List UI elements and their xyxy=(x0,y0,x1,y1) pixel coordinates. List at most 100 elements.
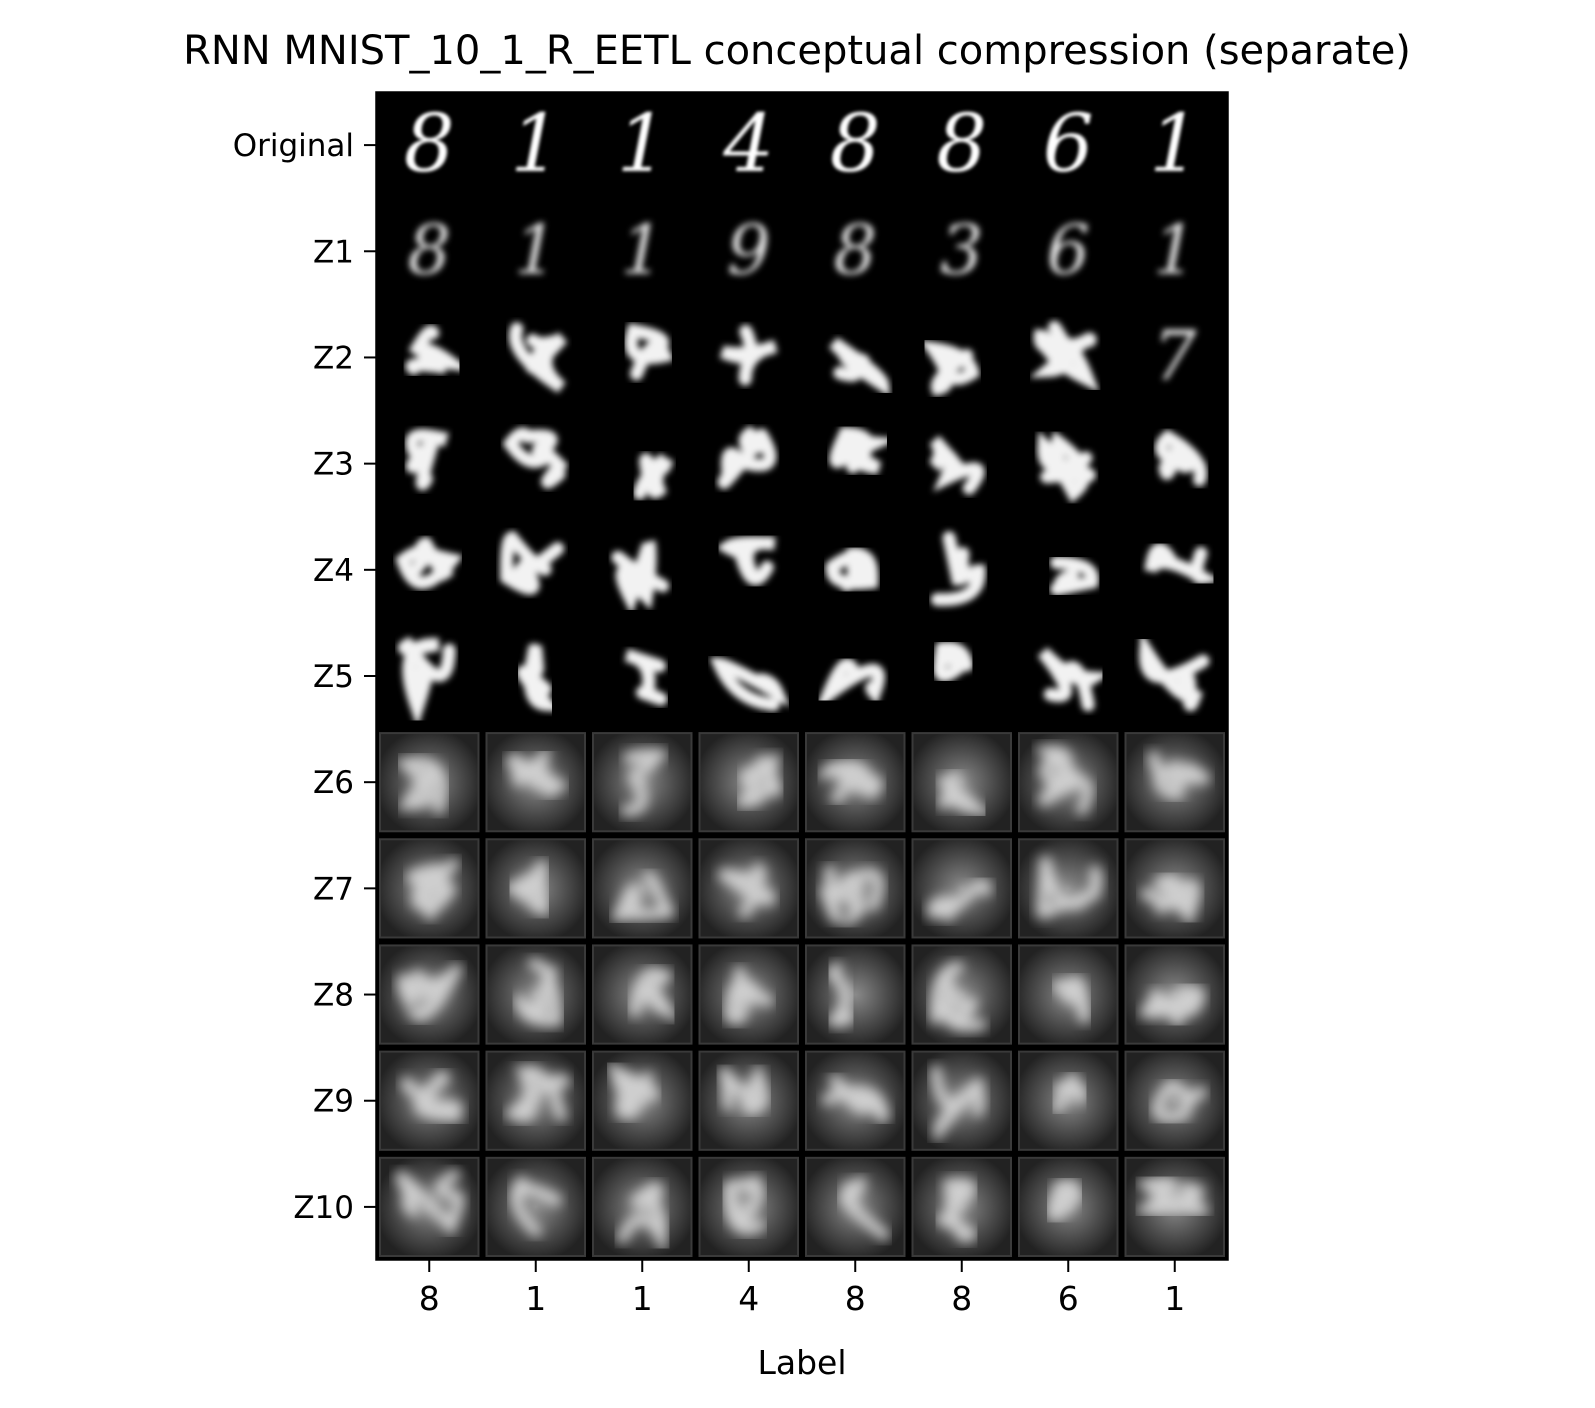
tile-background xyxy=(592,838,693,939)
tile-stroke xyxy=(825,547,879,592)
tile-stroke xyxy=(496,859,549,917)
tile-digit: 8 xyxy=(408,211,451,290)
image-tile xyxy=(624,323,674,381)
tile-background xyxy=(485,1156,586,1258)
column-tick-label: 8 xyxy=(951,1279,972,1318)
tile-stroke xyxy=(718,1061,769,1115)
image-tile xyxy=(1029,320,1100,393)
image-tile: 1 xyxy=(510,97,561,190)
tile-stroke xyxy=(829,337,891,398)
tile-stroke xyxy=(1144,543,1222,585)
image-tile xyxy=(592,1050,693,1151)
tile-digit: 8 xyxy=(936,97,987,190)
image-tile xyxy=(919,340,980,397)
row-tick-label: Z2 xyxy=(313,340,354,376)
row-tick-label: Z10 xyxy=(293,1190,354,1226)
image-tile: 8 xyxy=(936,97,987,190)
image-tile xyxy=(805,1050,906,1151)
image-tile xyxy=(825,547,879,592)
image-tile xyxy=(805,838,906,939)
row-tick-label: Z5 xyxy=(313,659,354,695)
tile-stroke xyxy=(716,536,776,586)
image-tile xyxy=(698,1050,799,1151)
image-tile xyxy=(379,732,480,833)
image-tile xyxy=(395,537,464,590)
x-axis-label: Label xyxy=(757,1343,846,1382)
image-tile: 7 xyxy=(1153,317,1197,396)
tile-stroke xyxy=(397,963,462,1021)
tile-stroke xyxy=(1052,976,1091,1024)
image-tile xyxy=(502,427,569,489)
tile-digit: 9 xyxy=(727,211,770,290)
chart-title: RNN MNIST_10_1_R_EETL conceptual compres… xyxy=(183,28,1411,74)
image-tile xyxy=(698,1156,799,1258)
tile-stroke xyxy=(717,425,777,490)
column-tick-label: 8 xyxy=(845,1279,866,1318)
column-tick-label: 4 xyxy=(738,1279,759,1318)
image-tile xyxy=(1155,429,1207,487)
tile-stroke xyxy=(814,658,885,714)
tile-stroke xyxy=(822,962,856,1028)
image-tile xyxy=(1018,732,1119,833)
tile-stroke xyxy=(927,879,992,923)
image-tile xyxy=(933,641,974,682)
tile-stroke xyxy=(709,657,791,712)
image-tile xyxy=(911,944,1012,1045)
image-tile xyxy=(717,425,777,490)
image-tile xyxy=(814,658,885,714)
tile-stroke xyxy=(510,1175,563,1237)
image-tile xyxy=(719,324,778,386)
image-tile: 1 xyxy=(617,97,668,190)
tile-stroke xyxy=(611,540,670,615)
tile-stroke xyxy=(1152,1079,1208,1123)
image-tile xyxy=(509,322,568,393)
image-tile xyxy=(1139,630,1210,712)
image-tile xyxy=(829,426,900,475)
image-tile: 8 xyxy=(830,97,881,190)
tile-stroke xyxy=(1133,1176,1209,1216)
image-tile: 1 xyxy=(514,211,557,290)
tile-stroke xyxy=(815,760,885,804)
tile-stroke xyxy=(624,648,668,706)
tile-digit: 6 xyxy=(1047,211,1090,290)
row-tick-label: Z9 xyxy=(313,1084,354,1120)
row-tick-label: Z3 xyxy=(313,447,354,483)
tile-background xyxy=(805,732,906,833)
image-tile xyxy=(500,530,565,595)
image-tile: 9 xyxy=(727,211,770,290)
image-tile xyxy=(485,732,586,833)
image-tile xyxy=(829,337,891,398)
tile-stroke xyxy=(829,426,900,475)
image-tile: 8 xyxy=(404,97,455,190)
image-tile xyxy=(709,657,791,712)
tile-background xyxy=(911,732,1012,833)
tile-stroke xyxy=(1148,751,1210,800)
tile-stroke xyxy=(928,435,985,495)
tile-stroke xyxy=(395,537,464,590)
tile-stroke xyxy=(500,530,565,595)
column-tick-label: 8 xyxy=(419,1279,440,1318)
image-tile xyxy=(698,838,799,939)
row-ticks: Original Z1 Z2 Z3 Z4 Z5 Z6 Z7 Z8 Z9 Z10 xyxy=(233,128,376,1226)
tile-stroke xyxy=(930,531,986,607)
tile-digit: 8 xyxy=(834,211,877,290)
tile-stroke xyxy=(509,322,568,393)
tile-stroke xyxy=(397,636,456,728)
image-tile xyxy=(1018,944,1119,1045)
image-tile: 6 xyxy=(1043,97,1094,190)
tile-stroke xyxy=(1052,1072,1087,1114)
image-tile xyxy=(1037,430,1096,504)
tile-stroke xyxy=(1138,980,1206,1030)
image-tile xyxy=(485,944,586,1045)
row-tick-label: Z1 xyxy=(313,234,354,270)
tile-stroke xyxy=(502,427,569,489)
image-tile xyxy=(379,944,480,1045)
tile-digit: 1 xyxy=(617,97,668,190)
image-tile xyxy=(805,1156,906,1258)
tile-stroke xyxy=(516,643,562,712)
image-tile xyxy=(485,838,586,939)
image-tile xyxy=(379,1050,480,1151)
tile-stroke xyxy=(929,962,987,1033)
tile-digit: 8 xyxy=(830,97,881,190)
tile-stroke xyxy=(406,858,460,920)
